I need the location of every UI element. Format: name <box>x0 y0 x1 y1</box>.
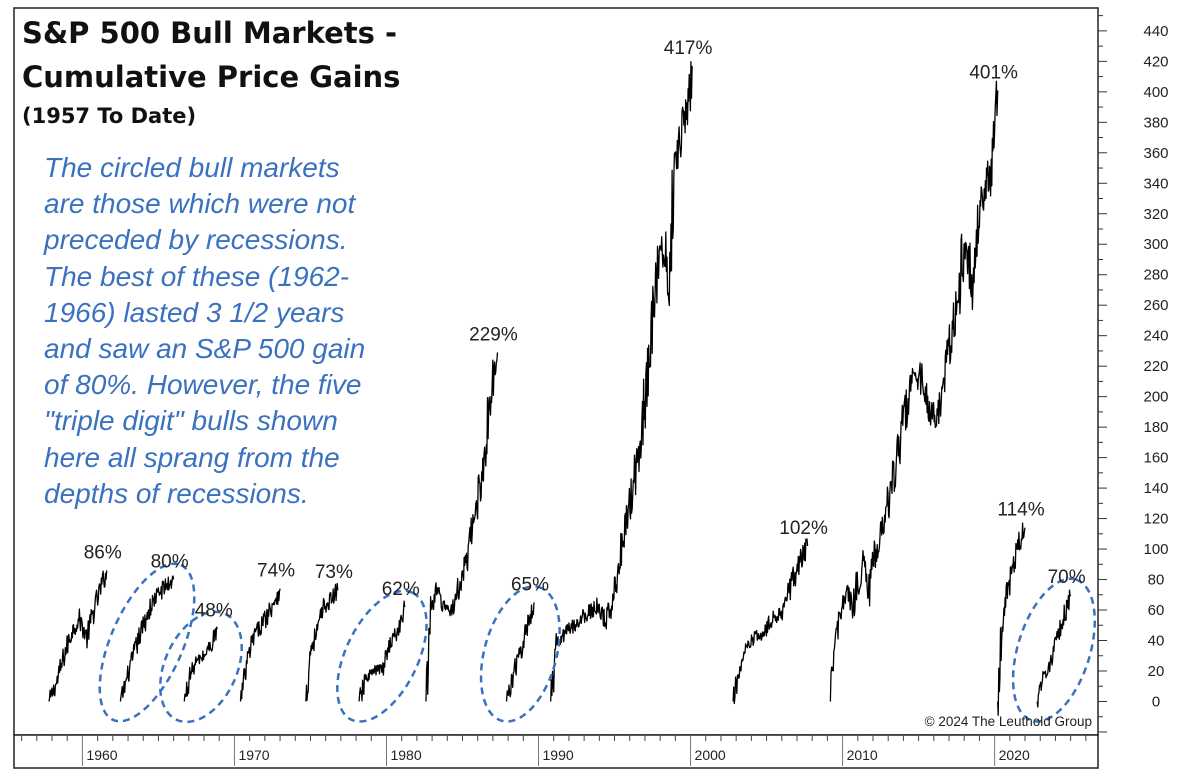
y-tick-label: 320 <box>1143 206 1168 223</box>
chart-title: S&P 500 Bull Markets - <box>22 16 398 50</box>
x-tick-label: 2010 <box>847 747 878 763</box>
peak-label: 417% <box>664 38 713 59</box>
annotation-line: depths of recessions. <box>44 477 309 509</box>
annotation-line: are those which were not <box>44 188 356 220</box>
y-tick-label: 160 <box>1143 450 1168 467</box>
series-line <box>505 602 535 702</box>
y-tick-label: 0 <box>1152 693 1160 710</box>
x-axis-frame <box>13 734 1099 769</box>
x-tick-label: 2000 <box>695 747 726 763</box>
series-line <box>1036 589 1072 708</box>
y-tick-label: 220 <box>1143 358 1168 375</box>
annotation-line: here all sprang from the <box>44 441 340 473</box>
series-line <box>425 352 499 702</box>
y-tick-label: 440 <box>1143 23 1168 40</box>
series-line <box>732 538 809 705</box>
annotation-line: 1966) lasted 3 1/2 years <box>44 296 345 328</box>
x-axis: 1960 1970 1980 1990 2000 2010 2020 <box>21 735 1087 766</box>
series-line <box>183 626 218 702</box>
peak-label: 48% <box>195 600 233 621</box>
peak-labels: 86% 80% 48% 74% 73% 62% 229% 65% 417% 102% 401% 114… <box>84 38 1086 621</box>
y-tick-label: 280 <box>1143 267 1168 284</box>
chart-subtitle: (1957 To Date) <box>22 104 197 128</box>
y-tick-label: 120 <box>1143 511 1168 528</box>
chart-title-line2: Cumulative Price Gains <box>22 60 401 94</box>
peak-label: 62% <box>382 579 420 600</box>
circled-market-ellipse <box>479 585 561 723</box>
y-tick-label: 360 <box>1143 145 1168 162</box>
peak-label: 114% <box>997 500 1044 521</box>
annotation-line: The circled bull markets <box>44 152 340 183</box>
y-tick-label: 240 <box>1143 328 1168 345</box>
circled-market-ellipse <box>98 562 196 723</box>
circled-market-ellipse <box>159 610 243 724</box>
peak-label: 86% <box>84 542 122 563</box>
peak-label: 65% <box>511 574 549 595</box>
y-axis: 0 20 40 60 80 100 120 140 160 180 200 220 240 260 280 3… <box>1098 15 1169 733</box>
y-tick-label: 260 <box>1143 297 1168 314</box>
series-line <box>305 582 339 702</box>
series-line <box>550 61 693 702</box>
y-tick-label: 400 <box>1143 84 1168 101</box>
x-tick-label: 1960 <box>86 747 117 763</box>
y-tick-label: 420 <box>1143 53 1168 70</box>
peak-label: 229% <box>469 324 518 345</box>
peak-label: 401% <box>969 62 1018 83</box>
annotation-line: preceded by recessions. <box>44 224 348 256</box>
annotation-line: The best of these (1962- <box>44 260 350 292</box>
peak-label: 73% <box>315 562 353 583</box>
y-tick-label: 100 <box>1143 541 1168 558</box>
y-tick-label: 380 <box>1143 114 1168 131</box>
annotation-note: The circled bull markets are those which… <box>44 150 434 512</box>
x-tick-label: 1990 <box>543 747 574 763</box>
annotation-line: "triple digit" bulls shown <box>44 405 338 437</box>
y-tick-label: 20 <box>1148 663 1165 680</box>
series-line <box>48 570 108 702</box>
circled-market-ellipse <box>336 589 428 723</box>
peak-label: 80% <box>151 552 189 573</box>
series-line <box>358 600 406 702</box>
peak-label: 70% <box>1048 567 1086 588</box>
x-tick-label: 2020 <box>999 747 1030 763</box>
y-tick-label: 80 <box>1148 572 1165 589</box>
series-line <box>119 575 175 702</box>
circled-markets <box>98 562 1097 724</box>
y-tick-label: 60 <box>1148 602 1165 619</box>
annotation-line: of 80%. However, the five <box>44 369 362 401</box>
y-tick-label: 140 <box>1143 480 1168 497</box>
series-line <box>997 522 1026 716</box>
y-tick-label: 180 <box>1143 419 1168 436</box>
x-tick-label: 1980 <box>390 747 421 763</box>
series-lines <box>48 61 1072 716</box>
y-tick-label: 200 <box>1143 389 1168 406</box>
y-tick-label: 340 <box>1143 175 1168 192</box>
y-tick-label: 300 <box>1143 236 1168 253</box>
peak-label: 102% <box>779 518 828 539</box>
series-line <box>239 588 281 702</box>
series-line <box>829 80 999 702</box>
peak-label: 74% <box>257 561 295 582</box>
x-tick-label: 1970 <box>238 747 269 763</box>
annotation-line: and saw an S&P 500 gain <box>44 333 366 365</box>
y-tick-label: 40 <box>1148 633 1165 650</box>
copyright-text: © 2024 The Leuthold Group <box>925 714 1092 729</box>
